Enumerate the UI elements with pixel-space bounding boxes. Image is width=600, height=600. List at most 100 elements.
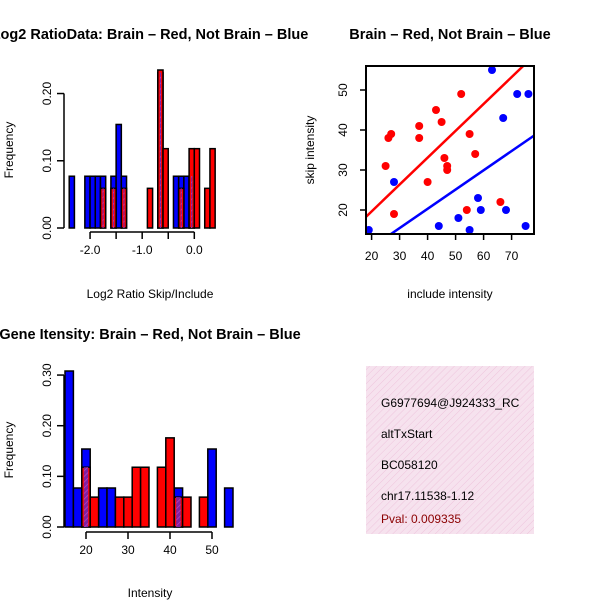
info-pval: Pval: 0.009335 bbox=[381, 512, 461, 526]
bar-brain bbox=[193, 147, 201, 229]
x-tick-label: 20 bbox=[79, 543, 93, 557]
info-probe-id: G6977694@J924333_RC bbox=[381, 396, 520, 410]
bar-not-brain bbox=[183, 175, 190, 229]
scatter-points bbox=[366, 66, 534, 234]
info-accession: BC058120 bbox=[381, 458, 438, 472]
y-tick-label: 0.30 bbox=[40, 363, 54, 387]
x-tick-label: 60 bbox=[477, 249, 491, 263]
point-brain bbox=[471, 150, 480, 158]
y-tick-label: 0.20 bbox=[40, 82, 54, 106]
gene-intensity-histogram: Gene Itensity: Brain – Red, Not Brain – … bbox=[0, 327, 301, 600]
y-tick-label: 30 bbox=[336, 163, 350, 177]
bar-brain bbox=[114, 496, 125, 528]
point-brain bbox=[437, 118, 446, 126]
bar-brain bbox=[162, 147, 169, 229]
point-brain bbox=[462, 206, 471, 214]
plot-frame bbox=[365, 65, 535, 235]
log2-ratio-axes: -2.0 -1.0 0.0 0.00 0.10 0.20 bbox=[40, 82, 203, 257]
point-not-brain bbox=[524, 90, 533, 98]
point-brain bbox=[381, 162, 390, 170]
bar-overlap bbox=[123, 188, 125, 228]
bar-not-brain bbox=[89, 175, 97, 229]
bar-brain bbox=[165, 437, 175, 528]
bar-not-brain bbox=[115, 123, 123, 229]
bar-brain bbox=[198, 496, 209, 528]
bar-not-brain bbox=[172, 175, 180, 229]
bar-overlap bbox=[191, 176, 193, 228]
bar-overlap bbox=[159, 72, 162, 228]
bar-not-brain bbox=[106, 487, 117, 528]
bar-overlap bbox=[112, 188, 115, 228]
bar-not-brain bbox=[64, 370, 75, 528]
y-tick-label: 0.00 bbox=[40, 515, 54, 539]
bar-brain bbox=[181, 496, 192, 528]
point-not-brain bbox=[502, 206, 510, 214]
bar-not-brain bbox=[72, 487, 83, 528]
bar-brain bbox=[131, 466, 142, 528]
point-not-brain bbox=[521, 222, 530, 230]
x-tick-label: 30 bbox=[393, 249, 407, 263]
scatter-xlabel: include intensity bbox=[407, 287, 492, 301]
bar-brain bbox=[203, 187, 211, 229]
bar-overlap bbox=[176, 497, 181, 527]
gene-intensity-xlabel: Intensity bbox=[128, 586, 173, 600]
x-tick-label: 50 bbox=[205, 543, 219, 557]
bar-overlap bbox=[102, 188, 104, 228]
gene-intensity-ylabel: Frequency bbox=[2, 422, 16, 479]
y-tick-label: 0.20 bbox=[40, 414, 54, 438]
point-brain bbox=[390, 210, 398, 218]
bar-not-brain bbox=[223, 487, 234, 528]
y-tick-label: 40 bbox=[336, 123, 350, 137]
point-brain bbox=[415, 122, 424, 130]
point-brain bbox=[415, 134, 424, 142]
point-brain bbox=[443, 162, 452, 170]
point-not-brain bbox=[434, 222, 443, 230]
point-brain bbox=[387, 130, 396, 138]
info-location: chr17.11538-1.12 bbox=[381, 489, 475, 503]
point-brain bbox=[457, 90, 466, 98]
gene-intensity-bars bbox=[64, 370, 234, 528]
bar-not-brain bbox=[207, 448, 217, 528]
bar-not-brain bbox=[68, 175, 76, 229]
bar-brain bbox=[139, 466, 150, 528]
x-tick-label: -1.0 bbox=[132, 243, 153, 257]
y-tick-label: 20 bbox=[336, 203, 350, 217]
fit-line bbox=[388, 134, 534, 234]
log2-ratio-histogram: Log2 RatioData: Brain – Red, Not Brain –… bbox=[0, 27, 308, 301]
info-event-type: altTxStart bbox=[381, 427, 433, 441]
x-tick-label: 50 bbox=[449, 249, 463, 263]
x-tick-label: 70 bbox=[505, 249, 519, 263]
y-tick-label: 0.10 bbox=[40, 464, 54, 488]
point-not-brain bbox=[476, 206, 485, 214]
bar-overlap bbox=[83, 467, 89, 527]
bar-overlap bbox=[180, 188, 182, 228]
bar-brain bbox=[209, 147, 216, 229]
scatter-plot-area bbox=[366, 66, 534, 234]
gene-intensity-axes: 20 30 40 50 0.00 0.10 0.20 0.30 bbox=[40, 363, 219, 557]
point-not-brain bbox=[366, 226, 373, 234]
point-not-brain bbox=[499, 114, 508, 122]
point-brain bbox=[465, 130, 474, 138]
scatter-title: Brain – Red, Not Brain – Blue bbox=[349, 27, 550, 43]
log2-ratio-ylabel: Frequency bbox=[2, 122, 16, 179]
point-not-brain bbox=[454, 214, 463, 222]
info-panel: G6977694@J924333_RC altTxStart BC058120 … bbox=[366, 366, 534, 534]
x-tick-label: 30 bbox=[121, 543, 135, 557]
x-tick-label: 40 bbox=[163, 543, 177, 557]
bar-brain bbox=[156, 466, 167, 528]
x-tick-label: 40 bbox=[421, 249, 435, 263]
info-panel-background bbox=[366, 366, 534, 534]
bar-brain bbox=[146, 187, 154, 229]
log2-ratio-bars bbox=[68, 69, 216, 229]
point-brain bbox=[423, 178, 432, 186]
intensity-scatter: Brain – Red, Not Brain – Blue 20 30 40 50 60… bbox=[303, 27, 551, 301]
point-brain bbox=[432, 106, 440, 114]
bar-brain bbox=[89, 496, 100, 528]
gene-intensity-title: Gene Itensity: Brain – Red, Not Brain – … bbox=[0, 327, 301, 343]
point-not-brain bbox=[488, 66, 496, 74]
point-not-brain bbox=[474, 194, 482, 202]
bar-not-brain bbox=[97, 487, 108, 528]
log2-ratio-title: Log2 RatioData: Brain – Red, Not Brain –… bbox=[0, 27, 308, 43]
bar-brain bbox=[123, 496, 133, 528]
